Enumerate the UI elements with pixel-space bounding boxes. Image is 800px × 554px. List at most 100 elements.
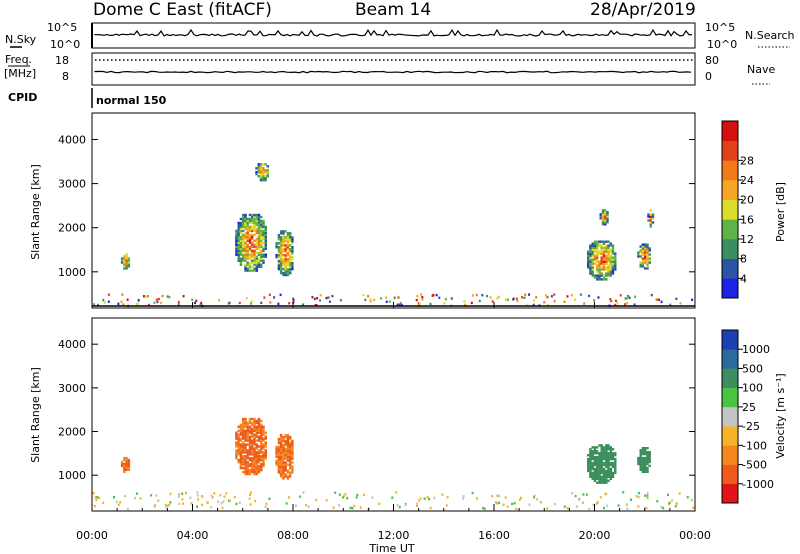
power-cell [127, 259, 131, 262]
power-cell [606, 211, 609, 214]
power-cell [260, 257, 263, 260]
velocity-cell [607, 454, 610, 457]
power-cell [649, 217, 652, 220]
velocity-cell [249, 503, 252, 506]
velocity-cell [262, 453, 265, 456]
velocity-cell [605, 461, 608, 465]
velocity-cell [244, 461, 247, 464]
power-cell [144, 295, 147, 299]
velocity-cell [589, 467, 592, 471]
velocity-cell [291, 469, 294, 472]
velocity-cell [246, 429, 249, 432]
velocity-cell [251, 439, 254, 442]
velocity-cell [260, 455, 263, 458]
velocity-colorbar-label: Velocity [m s⁻¹] [774, 373, 787, 458]
velocity-cell [289, 459, 292, 462]
power-cell [315, 303, 318, 307]
power-cell [266, 175, 269, 178]
velocity-cell [433, 496, 436, 500]
velocity-cell [639, 468, 642, 471]
power-cell [609, 254, 612, 257]
velocity-cell [284, 443, 287, 447]
power-cell [606, 217, 609, 220]
velocity-cell [120, 464, 124, 468]
velocity-cell [598, 477, 601, 480]
power-cell [607, 250, 610, 253]
power-cell [266, 171, 269, 174]
velocity-cell [589, 452, 592, 455]
power-cell [593, 256, 597, 259]
velocity-cell [591, 457, 594, 461]
velocity-cell [600, 459, 603, 463]
power-cell [289, 250, 292, 253]
velocity-cell [286, 437, 290, 441]
power-cell [364, 298, 367, 302]
velocity-cell [602, 454, 606, 457]
power-cell [284, 248, 287, 251]
power-cell [239, 225, 243, 229]
velocity-cell [646, 470, 649, 473]
power-cell [244, 247, 247, 250]
power-cell [237, 235, 240, 239]
power-cell [421, 298, 424, 301]
power-cell [609, 264, 612, 267]
power-cell [611, 248, 615, 251]
velocity-cell [598, 452, 601, 455]
power-cell [242, 223, 245, 227]
velocity-cell [284, 453, 287, 456]
power-cell [248, 227, 252, 231]
power-cell [393, 296, 396, 299]
power-cell [194, 301, 197, 305]
velocity-cell [249, 491, 252, 494]
velocity-cell [282, 471, 285, 474]
velocity-cell [244, 468, 247, 472]
velocity-cell [127, 458, 131, 462]
power-cell [602, 260, 606, 263]
power-cell [587, 252, 590, 255]
velocity-cell [251, 468, 254, 472]
velocity-cell [253, 417, 256, 421]
power-cell [266, 169, 269, 172]
velocity-cell [602, 463, 606, 467]
power-cell [591, 254, 594, 257]
power-cell [242, 253, 245, 256]
velocity-cell [607, 473, 610, 477]
power-cell [291, 267, 294, 271]
velocity-cell [279, 435, 283, 439]
power-cell [593, 262, 597, 265]
power-cell [235, 253, 238, 256]
velocity-cell [286, 455, 290, 458]
velocity-cell [589, 459, 592, 463]
velocity-cell [600, 477, 603, 480]
velocity-cell [639, 458, 642, 462]
power-cell [289, 232, 292, 235]
power-colorbar-swatch [722, 160, 738, 181]
velocity-cell [591, 461, 594, 465]
power-cell [282, 238, 285, 241]
velocity-cell [596, 452, 599, 455]
velocity-cell [282, 451, 285, 454]
power-cell [589, 264, 592, 267]
velocity-cell [602, 456, 606, 459]
velocity-cell [242, 451, 245, 454]
power-cell [253, 257, 256, 260]
power-cell [596, 250, 599, 253]
power-cell [143, 295, 145, 298]
power-cell [593, 248, 597, 251]
power-colorbar-label: Power [dB] [774, 182, 787, 242]
velocity-cell [589, 448, 592, 451]
velocity-cell [289, 445, 292, 449]
power-colorbar-swatches [722, 121, 738, 299]
power-cell [641, 261, 645, 264]
velocity-cell [641, 458, 645, 462]
velocity-cell [251, 429, 254, 432]
power-cell [289, 258, 292, 261]
velocity-cell [600, 448, 603, 451]
power-cell [237, 247, 240, 250]
power-cell [260, 263, 263, 266]
velocity-cell [196, 491, 199, 494]
power-cell [651, 213, 655, 216]
power-cell [262, 245, 265, 248]
power-cell [253, 253, 256, 256]
